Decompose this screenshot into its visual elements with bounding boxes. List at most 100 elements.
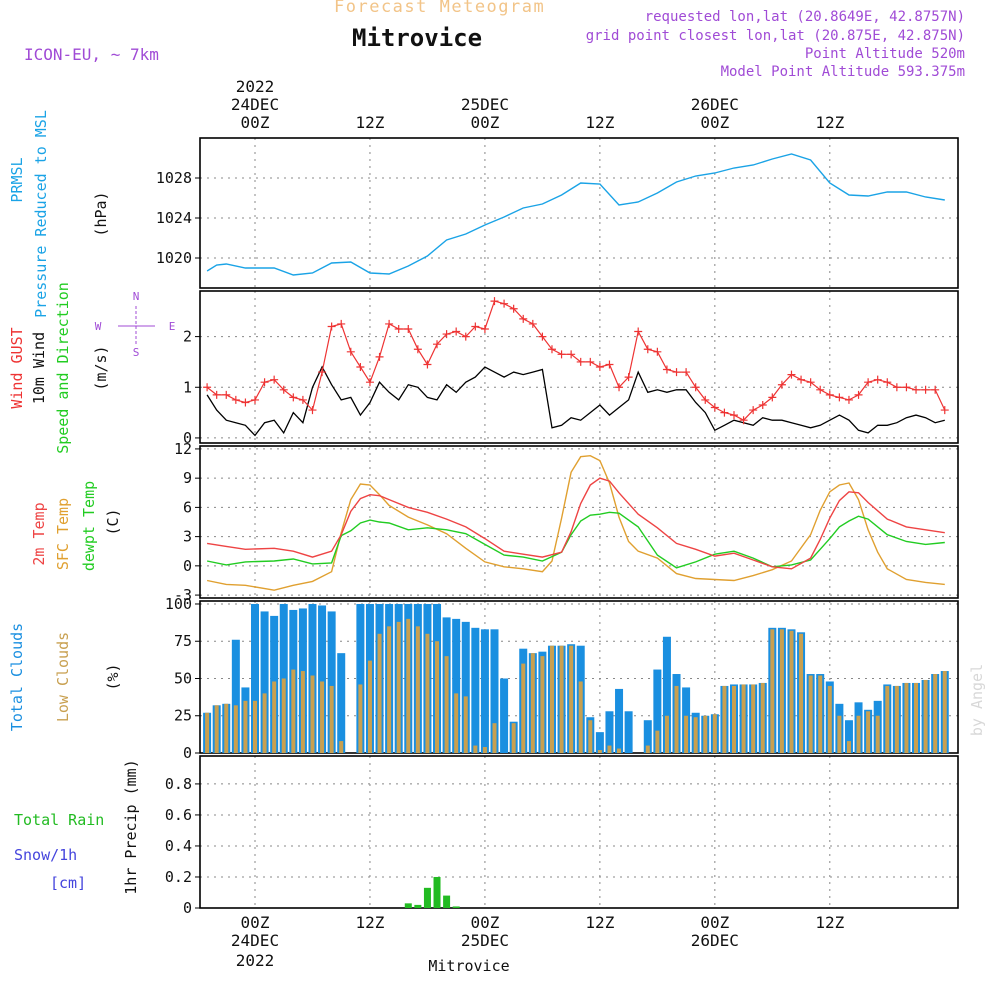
cloud-low-bar — [463, 696, 468, 753]
cloud-low-bar — [588, 720, 593, 753]
wind-gust-marker — [279, 385, 288, 394]
y-tick-label: 0 — [183, 429, 192, 447]
wind-gust-marker — [835, 393, 844, 402]
wind-gust-marker — [222, 390, 231, 399]
cloud-low-bar — [607, 745, 612, 753]
bottom-date-label: 24DEC — [231, 931, 279, 950]
wind-gust-marker — [864, 378, 873, 387]
cloud-low-bar — [549, 645, 554, 753]
wind-gust-marker — [433, 340, 442, 349]
wind-gust-marker — [327, 322, 336, 331]
wind-gust-marker — [404, 325, 413, 333]
cloud-low-bar — [597, 750, 602, 753]
temp-2m-label: 2m Temp — [30, 502, 48, 565]
wind-gust-marker — [241, 398, 250, 407]
wind-gust-marker — [672, 368, 681, 377]
cloud-low-bar — [846, 741, 851, 753]
cloud-low-bar — [914, 682, 919, 753]
cloud-low-bar — [827, 685, 832, 753]
top-date-label: 26DEC — [691, 95, 739, 114]
snow-unit-label: [cm] — [50, 874, 86, 892]
bottom-hour-label: 12Z — [356, 913, 385, 932]
wind-gust-marker — [461, 332, 470, 341]
cloud-low-bar — [664, 715, 669, 753]
bottom-year-label: 2022 — [236, 951, 275, 970]
cloud-total-bar — [318, 605, 327, 753]
precip-rain-bar — [404, 903, 412, 908]
cloud-low-bar — [492, 723, 497, 753]
wind-gust-marker — [931, 385, 940, 394]
cloud-total-bar — [662, 636, 671, 753]
cloud-total-bar — [615, 688, 624, 753]
wind-gust-marker — [940, 406, 949, 415]
cloud-low-bar — [521, 663, 526, 753]
compass-w: W — [95, 320, 102, 333]
y-tick-label: -3 — [174, 586, 192, 604]
wind-gust-marker — [500, 299, 509, 308]
panel-frame-wind — [199, 290, 959, 444]
temp-sfc-line — [206, 454, 945, 591]
cloud-low-bar — [856, 715, 861, 753]
snow-legend-label: Snow/1h — [14, 846, 77, 864]
wind-gust-marker — [365, 378, 374, 387]
cloud-low-bar — [233, 705, 238, 753]
wind-gust-marker — [595, 363, 604, 371]
y-tick-label: 100 — [165, 595, 192, 613]
top-date-label: 24DEC — [231, 95, 279, 114]
cloud-low-bar — [329, 685, 334, 753]
wind-gust-marker — [298, 395, 307, 404]
wind-gust-marker — [710, 403, 719, 412]
wind-gust-marker — [547, 345, 556, 354]
grid-point-coords: grid point closest lon,lat (20.875E, 42.… — [585, 28, 965, 44]
cloud-low-bar — [617, 748, 622, 753]
wind-gust-marker — [730, 411, 738, 420]
wind-gust-marker — [749, 406, 758, 415]
compass-e: E — [169, 320, 176, 333]
cloud-low-bar — [473, 745, 478, 753]
wind-gust-marker — [768, 393, 777, 402]
wind-gust-marker — [921, 385, 930, 394]
pressure-label-1: PRMSL — [8, 157, 26, 202]
precip-unit: 1hr Precip (mm) — [122, 759, 140, 894]
wind-gust-marker — [653, 347, 662, 356]
cloud-total-bar — [327, 611, 336, 753]
cloud-total-bar — [490, 629, 499, 753]
cloud-low-bar — [243, 700, 248, 753]
temp-2m-line — [206, 477, 945, 570]
cloud-low-bar — [578, 681, 583, 753]
cloud-low-bar — [770, 629, 775, 753]
precip-rain-bar — [414, 904, 422, 908]
cloud-low-bar — [885, 685, 890, 753]
wind-gust-marker — [557, 350, 566, 359]
cloud-low-bar — [310, 675, 315, 753]
y-tick-label: 0 — [183, 899, 192, 917]
wind-gust-marker — [902, 383, 911, 392]
y-tick-label: 3 — [183, 528, 192, 546]
cloud-low-bar — [559, 645, 564, 753]
cloud-low-bar — [415, 626, 420, 753]
bottom-hour-label: 12Z — [585, 913, 614, 932]
cloud-low-bar — [741, 684, 746, 753]
wind-gust-marker — [682, 368, 691, 377]
y-tick-label: 12 — [174, 440, 192, 458]
cloud-low-bar — [281, 678, 286, 753]
cloud-low-bar — [569, 645, 574, 753]
y-tick-label: 0.6 — [165, 806, 192, 824]
compass-s: S — [133, 346, 140, 359]
wind-gust-marker — [394, 325, 403, 333]
wind-gust-marker — [251, 395, 259, 404]
wind-gust-marker — [203, 383, 212, 392]
cloud-low-bar — [779, 629, 784, 753]
cloud-low-bar — [253, 700, 257, 753]
cloud-total-bar — [844, 720, 853, 753]
cloud-low-bar — [530, 653, 535, 753]
temp-dewpt-line — [206, 511, 945, 569]
cloud-low-bar — [224, 703, 229, 753]
cloud-low-bar — [732, 685, 736, 753]
y-tick-label: 1020 — [156, 249, 192, 267]
panel-frame-temperature — [199, 445, 959, 599]
top-hour-label: 00Z — [470, 113, 499, 132]
wind-gust-marker — [892, 383, 901, 392]
y-tick-label: 2 — [183, 328, 192, 346]
y-tick-label: 0.4 — [165, 837, 192, 855]
